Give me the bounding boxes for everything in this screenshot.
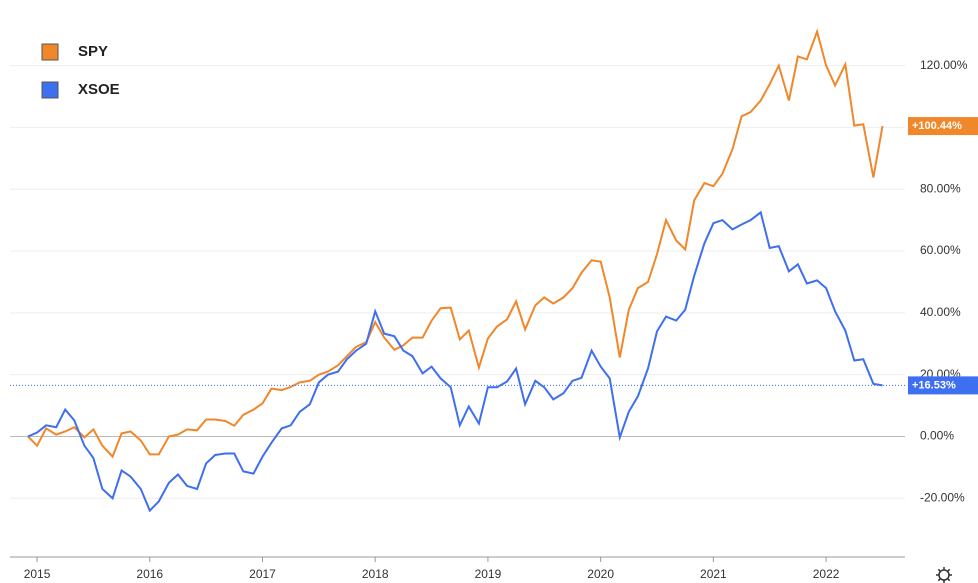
x-tick-label: 2015 bbox=[24, 567, 51, 581]
x-tick-label: 2019 bbox=[475, 567, 502, 581]
y-tick-label: 60.00% bbox=[920, 243, 961, 257]
y-tick-label: 40.00% bbox=[920, 305, 961, 319]
grid bbox=[10, 65, 905, 499]
series-line bbox=[27, 28, 884, 459]
legend-label: SPY bbox=[78, 43, 108, 60]
x-tick-label: 2022 bbox=[813, 567, 840, 581]
legend-swatch bbox=[41, 81, 59, 99]
y-tick-label: 80.00% bbox=[920, 181, 961, 195]
x-tick-label: 2017 bbox=[249, 567, 276, 581]
x-tick-label: 2018 bbox=[362, 567, 389, 581]
x-tick-label: 2021 bbox=[700, 567, 727, 581]
end-label: +100.44% bbox=[912, 120, 962, 132]
x-tick-label: 2016 bbox=[136, 567, 163, 581]
end-badge bbox=[908, 117, 978, 136]
legend-swatch bbox=[41, 43, 59, 61]
legend-label: XSOE bbox=[78, 81, 120, 98]
settings-icon[interactable] bbox=[936, 567, 952, 583]
end-badge bbox=[908, 376, 978, 395]
series-line bbox=[27, 210, 883, 513]
x-tick-label: 2020 bbox=[587, 567, 614, 581]
end-label: +16.53% bbox=[912, 379, 956, 391]
y-tick-label: 0.00% bbox=[920, 429, 954, 443]
y-tick-label: -20.00% bbox=[920, 490, 965, 504]
y-tick-label: 120.00% bbox=[920, 58, 968, 72]
